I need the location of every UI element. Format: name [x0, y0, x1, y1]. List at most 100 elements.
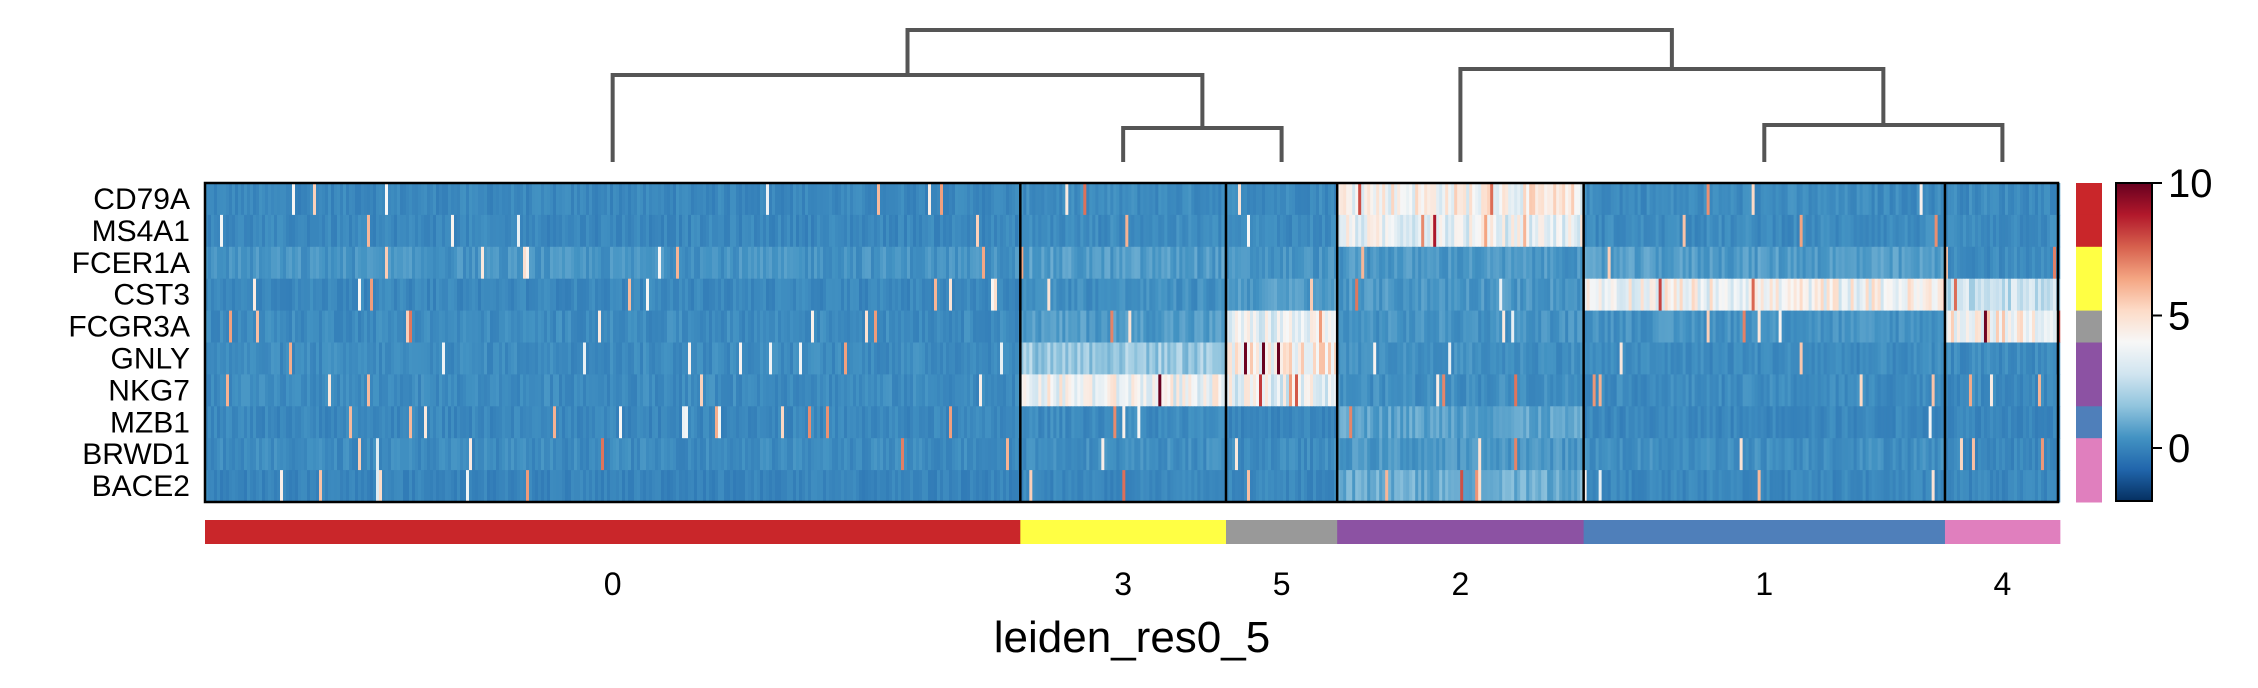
heatmap-cell-MS4A1 [622, 214, 626, 248]
heatmap-cell-CST3 [1775, 278, 1780, 311]
heatmap-cell-MS4A1 [1739, 214, 1744, 248]
heatmap-cell-FCGR3A [235, 310, 239, 343]
heatmap-cell-MZB1 [925, 406, 929, 439]
heatmap-cell-MZB1 [1751, 406, 1756, 439]
heatmap-cell-FCER1A [673, 246, 677, 280]
heatmap-cell-MZB1 [397, 406, 401, 439]
heatmap-cell-FCER1A [1916, 246, 1921, 280]
heatmap-cell-FCGR3A [1655, 310, 1660, 343]
heatmap-cell-FCGR3A [784, 310, 788, 343]
heatmap-cell-GNLY [331, 342, 335, 375]
heatmap-cell-CST3 [652, 278, 656, 311]
heatmap-cell-CD79A [484, 183, 488, 216]
heatmap-cell-FCGR3A [424, 310, 428, 343]
heatmap-cell-CD79A [1514, 183, 1518, 216]
heatmap-cell-CST3 [1556, 278, 1560, 311]
heatmap-cell-MZB1 [1820, 406, 1825, 439]
heatmap-cell-NKG7 [856, 374, 860, 407]
heatmap-cell-GNLY [1883, 342, 1888, 375]
heatmap-cell-MS4A1 [232, 214, 236, 248]
heatmap-cell-NKG7 [976, 374, 980, 407]
heatmap-cell-CST3 [412, 278, 416, 311]
heatmap-cell-MS4A1 [670, 214, 674, 248]
heatmap-cell-CST3 [544, 278, 548, 311]
heatmap-cell-GNLY [1784, 342, 1789, 375]
heatmap-cell-FCGR3A [1805, 310, 1810, 343]
heatmap-cell-FCGR3A [670, 310, 674, 343]
heatmap-cell-NKG7 [1430, 374, 1434, 407]
heatmap-cell-FCER1A [1191, 246, 1195, 280]
heatmap-cell-GNLY [1962, 342, 1967, 375]
heatmap-cell-FCER1A [1628, 246, 1633, 280]
heatmap-cell-MS4A1 [310, 214, 314, 248]
heatmap-cell-NKG7 [388, 374, 392, 407]
heatmap-cell-GNLY [319, 342, 323, 375]
heatmap-cell-NKG7 [961, 374, 965, 407]
heatmap-cell-CD79A [1116, 183, 1120, 216]
heatmap-cell-NKG7 [358, 374, 362, 407]
heatmap-cell-MS4A1 [1475, 214, 1479, 248]
heatmap-cell-CST3 [982, 278, 986, 311]
heatmap-cell-FCGR3A [457, 310, 461, 343]
heatmap-cell-FCER1A [1274, 246, 1278, 280]
heatmap-cell-FCER1A [892, 246, 896, 280]
heatmap-cell-MZB1 [1385, 406, 1389, 439]
heatmap-cell-MS4A1 [1983, 214, 1988, 248]
heatmap-cell-MS4A1 [880, 214, 884, 248]
heatmap-cell-CD79A [868, 183, 872, 216]
heatmap-cell-NKG7 [550, 374, 554, 407]
heatmap-cell-FCER1A [1056, 246, 1060, 280]
heatmap-cell-MZB1 [1020, 406, 1024, 439]
heatmap-cell-MS4A1 [1295, 214, 1299, 248]
heatmap-cell-MS4A1 [652, 214, 656, 248]
heatmap-cell-GNLY [448, 342, 452, 375]
heatmap-cell-GNLY [517, 342, 521, 375]
heatmap-cell-NKG7 [1559, 374, 1563, 407]
heatmap-cell-NKG7 [1940, 374, 1945, 407]
heatmap-cell-CD79A [1907, 183, 1912, 216]
heatmap-cell-FCER1A [1304, 246, 1308, 280]
heatmap-cell-FCER1A [2034, 246, 2039, 280]
heatmap-cell-CST3 [1176, 278, 1180, 311]
heatmap-cell-CD79A [265, 183, 269, 216]
heatmap-cell-CD79A [997, 183, 1001, 216]
heatmap-cell-MS4A1 [1182, 214, 1186, 248]
heatmap-cell-FCER1A [1101, 246, 1105, 280]
heatmap-cell-NKG7 [250, 374, 254, 407]
heatmap-cell-FCGR3A [880, 310, 884, 343]
heatmap-cell-FCER1A [1895, 246, 1900, 280]
heatmap-cell-FCER1A [358, 246, 362, 280]
heatmap-cell-MS4A1 [1388, 214, 1392, 248]
heatmap-cell-FCER1A [628, 246, 632, 280]
heatmap-cell-NKG7 [1268, 374, 1272, 407]
heatmap-cell-CD79A [1484, 183, 1488, 216]
heatmap-cell-FCER1A [1313, 246, 1317, 280]
heatmap-cell-CST3 [445, 278, 449, 311]
heatmap-cell-MZB1 [1706, 406, 1711, 439]
heatmap-cell-CD79A [1394, 183, 1398, 216]
heatmap-cell-MZB1 [1316, 406, 1320, 439]
heatmap-cell-NKG7 [625, 374, 629, 407]
heatmap-cell-GNLY [235, 342, 239, 375]
heatmap-cell-MZB1 [226, 406, 230, 439]
heatmap-cell-FCGR3A [1343, 310, 1347, 343]
heatmap-cell-MZB1 [1649, 406, 1654, 439]
heatmap-cell-FCER1A [730, 246, 734, 280]
heatmap-cell-CD79A [325, 183, 329, 216]
heatmap-cell-CST3 [1268, 278, 1272, 311]
heatmap-cell-GNLY [1194, 342, 1198, 375]
heatmap-cell-CST3 [1874, 278, 1879, 311]
heatmap-cell-CD79A [835, 183, 839, 216]
heatmap-cell-NKG7 [757, 374, 761, 407]
heatmap-cell-MZB1 [952, 406, 956, 439]
heatmap-cell-FCGR3A [271, 310, 275, 343]
heatmap-cell-MZB1 [1194, 406, 1198, 439]
heatmap-cell-MZB1 [403, 406, 407, 439]
heatmap-cell-MZB1 [1041, 406, 1045, 439]
heatmap-cell-FCGR3A [499, 310, 503, 343]
heatmap-cell-CST3 [1598, 278, 1603, 311]
heatmap-cell-GNLY [469, 342, 473, 375]
heatmap-cell-FCGR3A [1517, 310, 1521, 343]
heatmap-cell-MZB1 [754, 406, 758, 439]
heatmap-cell-CST3 [1083, 278, 1087, 311]
